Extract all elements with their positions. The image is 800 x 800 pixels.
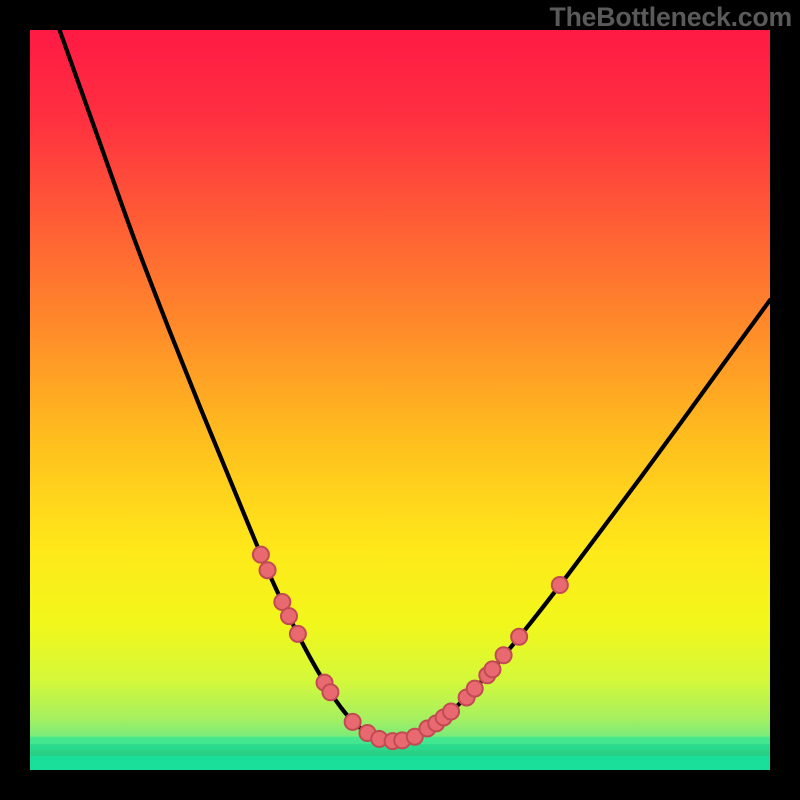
- data-marker: [467, 681, 483, 697]
- data-marker: [511, 629, 527, 645]
- data-marker: [345, 714, 361, 730]
- bottom-band: [30, 750, 770, 756]
- data-marker: [322, 684, 338, 700]
- bottom-band: [30, 756, 770, 770]
- data-marker: [496, 647, 512, 663]
- data-marker: [281, 608, 297, 624]
- data-marker: [260, 562, 276, 578]
- chart-frame: TheBottleneck.com: [0, 0, 800, 800]
- data-marker: [290, 626, 306, 642]
- data-marker: [485, 661, 501, 677]
- bottleneck-chart: [0, 0, 800, 800]
- data-marker: [253, 547, 269, 563]
- plot-background: [30, 30, 770, 770]
- watermark-text: TheBottleneck.com: [550, 2, 792, 33]
- data-marker: [552, 577, 568, 593]
- data-marker: [443, 704, 459, 720]
